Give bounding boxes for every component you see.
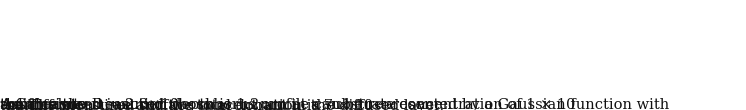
Text: the measured junction depth is 1.2 μm at a substrate concentration of 1 × 10: the measured junction depth is 1.2 μm at… <box>0 98 575 110</box>
Text: the diffusion time and the total dopant in the diffused layer.: the diffusion time and the total dopant … <box>0 99 445 110</box>
Text: cm: cm <box>2 98 29 110</box>
Text: 15: 15 <box>6 102 19 110</box>
Text: a diffusivity D = 2.3×10: a diffusivity D = 2.3×10 <box>0 98 179 110</box>
Text: 2: 2 <box>2 102 9 110</box>
Text: 18: 18 <box>6 102 19 110</box>
Text: , and: , and <box>6 98 43 110</box>
Text: −13: −13 <box>2 102 24 110</box>
Text: Assume the measured phosphorus profile can be represented by a Gaussian function: Assume the measured phosphorus profile c… <box>0 98 669 110</box>
Text: . Calculate: . Calculate <box>6 98 86 110</box>
Text: /s.  The measured surface concentration is 7 × 10: /s. The measured surface concentration i… <box>2 98 374 110</box>
